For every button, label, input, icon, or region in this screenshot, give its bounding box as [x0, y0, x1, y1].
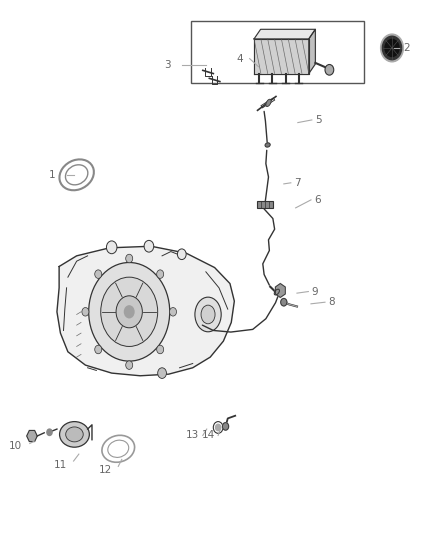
Text: 6: 6 — [314, 195, 321, 205]
Ellipse shape — [88, 263, 170, 361]
Text: 4: 4 — [237, 54, 243, 63]
Text: 13: 13 — [186, 431, 199, 440]
Text: 14: 14 — [201, 431, 215, 440]
Ellipse shape — [274, 289, 279, 295]
Text: 12: 12 — [99, 465, 112, 475]
Ellipse shape — [116, 296, 142, 328]
FancyBboxPatch shape — [257, 201, 273, 208]
Text: 7: 7 — [294, 178, 301, 188]
Circle shape — [281, 298, 287, 306]
Circle shape — [170, 308, 177, 316]
Text: 2: 2 — [403, 43, 410, 53]
Circle shape — [144, 240, 154, 252]
Text: 10: 10 — [9, 441, 22, 451]
Circle shape — [382, 36, 402, 60]
Circle shape — [385, 39, 399, 56]
Circle shape — [126, 254, 133, 263]
Circle shape — [157, 270, 164, 278]
Ellipse shape — [195, 297, 221, 332]
Circle shape — [106, 241, 117, 254]
Polygon shape — [254, 29, 315, 39]
Circle shape — [47, 429, 52, 435]
Circle shape — [215, 424, 221, 431]
Circle shape — [325, 64, 334, 75]
Circle shape — [177, 249, 186, 260]
Text: 1: 1 — [49, 170, 56, 180]
Circle shape — [82, 308, 89, 316]
FancyBboxPatch shape — [191, 21, 364, 83]
Circle shape — [95, 345, 102, 354]
Circle shape — [95, 270, 102, 278]
Text: 8: 8 — [328, 297, 335, 307]
Circle shape — [157, 345, 164, 354]
Circle shape — [223, 423, 229, 430]
Circle shape — [158, 368, 166, 378]
Text: 5: 5 — [315, 115, 322, 125]
Ellipse shape — [266, 99, 271, 107]
Circle shape — [126, 361, 133, 369]
Polygon shape — [309, 29, 315, 74]
Circle shape — [381, 34, 403, 62]
Ellipse shape — [101, 277, 158, 346]
Ellipse shape — [66, 427, 83, 442]
Text: 11: 11 — [53, 461, 67, 470]
Ellipse shape — [124, 305, 134, 318]
Ellipse shape — [265, 143, 270, 147]
Polygon shape — [254, 39, 309, 74]
Polygon shape — [57, 246, 234, 376]
Ellipse shape — [201, 305, 215, 324]
Ellipse shape — [60, 422, 89, 447]
Text: 3: 3 — [164, 60, 171, 70]
Text: 9: 9 — [312, 287, 318, 296]
